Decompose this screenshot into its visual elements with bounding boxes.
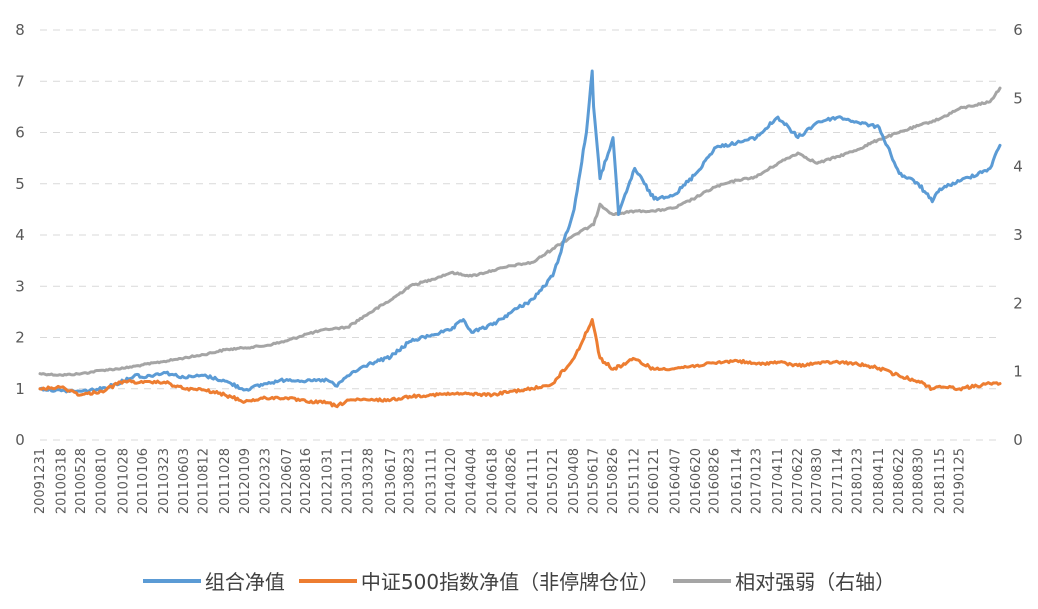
series-lines [38, 69, 1002, 409]
x-tick-label: 20100528 [74, 448, 89, 514]
left-tick-label: 2 [15, 329, 25, 347]
series-line [38, 318, 1002, 409]
x-tick-label: 20160121 [647, 448, 662, 514]
x-tick-label: 20170411 [771, 448, 786, 514]
x-tick-label: 20140120 [444, 448, 459, 514]
left-tick-label: 0 [15, 431, 25, 449]
x-tick-label: 20091231 [33, 448, 48, 514]
legend-swatch [298, 578, 357, 583]
left-tick-label: 7 [15, 72, 25, 90]
x-tick-label: 20101028 [117, 448, 132, 514]
x-tick-label: 20140826 [505, 448, 520, 514]
legend-label: 中证500指数净值（非停牌仓位） [360, 570, 660, 594]
right-tick-label: 3 [1013, 226, 1023, 244]
x-tick-label: 20140618 [486, 448, 501, 514]
x-tick-label: 20160826 [708, 448, 723, 514]
x-axis: 20091231 20100318 20100528 20100810 20101028… [33, 448, 967, 514]
right-tick-label: 5 [1013, 89, 1023, 107]
left-tick-label: 1 [15, 380, 25, 398]
right-axis: 0 1 2 3 4 5 6 [1013, 21, 1023, 449]
legend-item: 相对强弱（右轴） [673, 566, 895, 595]
x-tick-label: 20190125 [952, 448, 967, 514]
x-tick-label: 20121031 [320, 448, 335, 514]
x-tick-label: 20120816 [299, 448, 314, 514]
legend-label: 相对强弱（右轴） [735, 570, 896, 594]
x-tick-label: 20160620 [689, 448, 704, 514]
x-tick-label: 20110106 [136, 448, 151, 514]
x-tick-label: 20180622 [892, 448, 907, 514]
x-tick-label: 20170123 [749, 448, 764, 514]
x-tick-label: 20130823 [403, 448, 418, 514]
legend: 组合净值 中证500指数净值（非停牌仓位） 相对强弱（右轴） [0, 566, 1038, 595]
x-tick-label: 20171114 [831, 448, 846, 514]
right-tick-label: 2 [1013, 294, 1023, 312]
x-tick-label: 20110812 [197, 448, 212, 514]
x-tick-label: 20170830 [810, 448, 825, 514]
left-tick-label: 8 [15, 21, 25, 39]
right-tick-label: 0 [1013, 431, 1023, 449]
x-tick-label: 20150617 [587, 448, 602, 514]
legend-swatch [142, 578, 201, 583]
x-tick-label: 20160407 [668, 448, 683, 514]
x-tick-label: 20110603 [177, 448, 192, 514]
x-tick-label: 20161114 [730, 448, 745, 514]
x-tick-label: 20150826 [606, 448, 621, 514]
x-tick-label: 20110323 [157, 448, 172, 514]
x-tick-label: 20180123 [851, 448, 866, 514]
legend-swatch [673, 578, 732, 583]
right-tick-label: 1 [1013, 363, 1023, 381]
x-tick-label: 20111028 [218, 448, 233, 514]
left-tick-label: 6 [15, 124, 25, 142]
x-tick-label: 20120607 [280, 448, 295, 514]
left-axis: 0 1 2 3 4 5 6 7 8 [15, 21, 25, 449]
line-chart: 0 1 2 3 4 5 6 7 8 0 1 2 3 4 5 6 20091231 20100318 201005… [15, 21, 1023, 514]
x-tick-label: 20130111 [340, 448, 355, 514]
x-tick-label: 20131111 [425, 448, 440, 514]
left-tick-label: 4 [15, 226, 25, 244]
right-tick-label: 4 [1013, 158, 1023, 176]
x-tick-label: 20180830 [911, 448, 926, 514]
x-tick-label: 20140404 [465, 448, 480, 514]
x-tick-label: 20151112 [628, 448, 643, 514]
x-tick-label: 20100810 [95, 448, 110, 514]
x-tick-label: 20130328 [361, 448, 376, 514]
x-tick-label: 20150121 [546, 448, 561, 514]
series-line [38, 69, 1002, 394]
left-tick-label: 3 [15, 277, 25, 295]
x-tick-label: 20181115 [933, 448, 948, 514]
x-tick-label: 20100318 [54, 448, 69, 514]
legend-item: 中证500指数净值（非停牌仓位） [298, 566, 660, 595]
x-tick-label: 20130617 [384, 448, 399, 514]
left-tick-label: 5 [15, 175, 25, 193]
right-tick-label: 6 [1013, 21, 1023, 39]
legend-label: 组合净值 [204, 570, 285, 594]
x-tick-label: 20150408 [567, 448, 582, 514]
x-tick-label: 20120323 [259, 448, 274, 514]
legend-item: 组合净值 [142, 566, 285, 595]
series-line [38, 86, 1002, 377]
x-tick-label: 20170622 [791, 448, 806, 514]
x-tick-label: 20180411 [872, 448, 887, 514]
x-tick-label: 20141111 [526, 448, 541, 514]
x-tick-label: 20120109 [238, 448, 253, 514]
